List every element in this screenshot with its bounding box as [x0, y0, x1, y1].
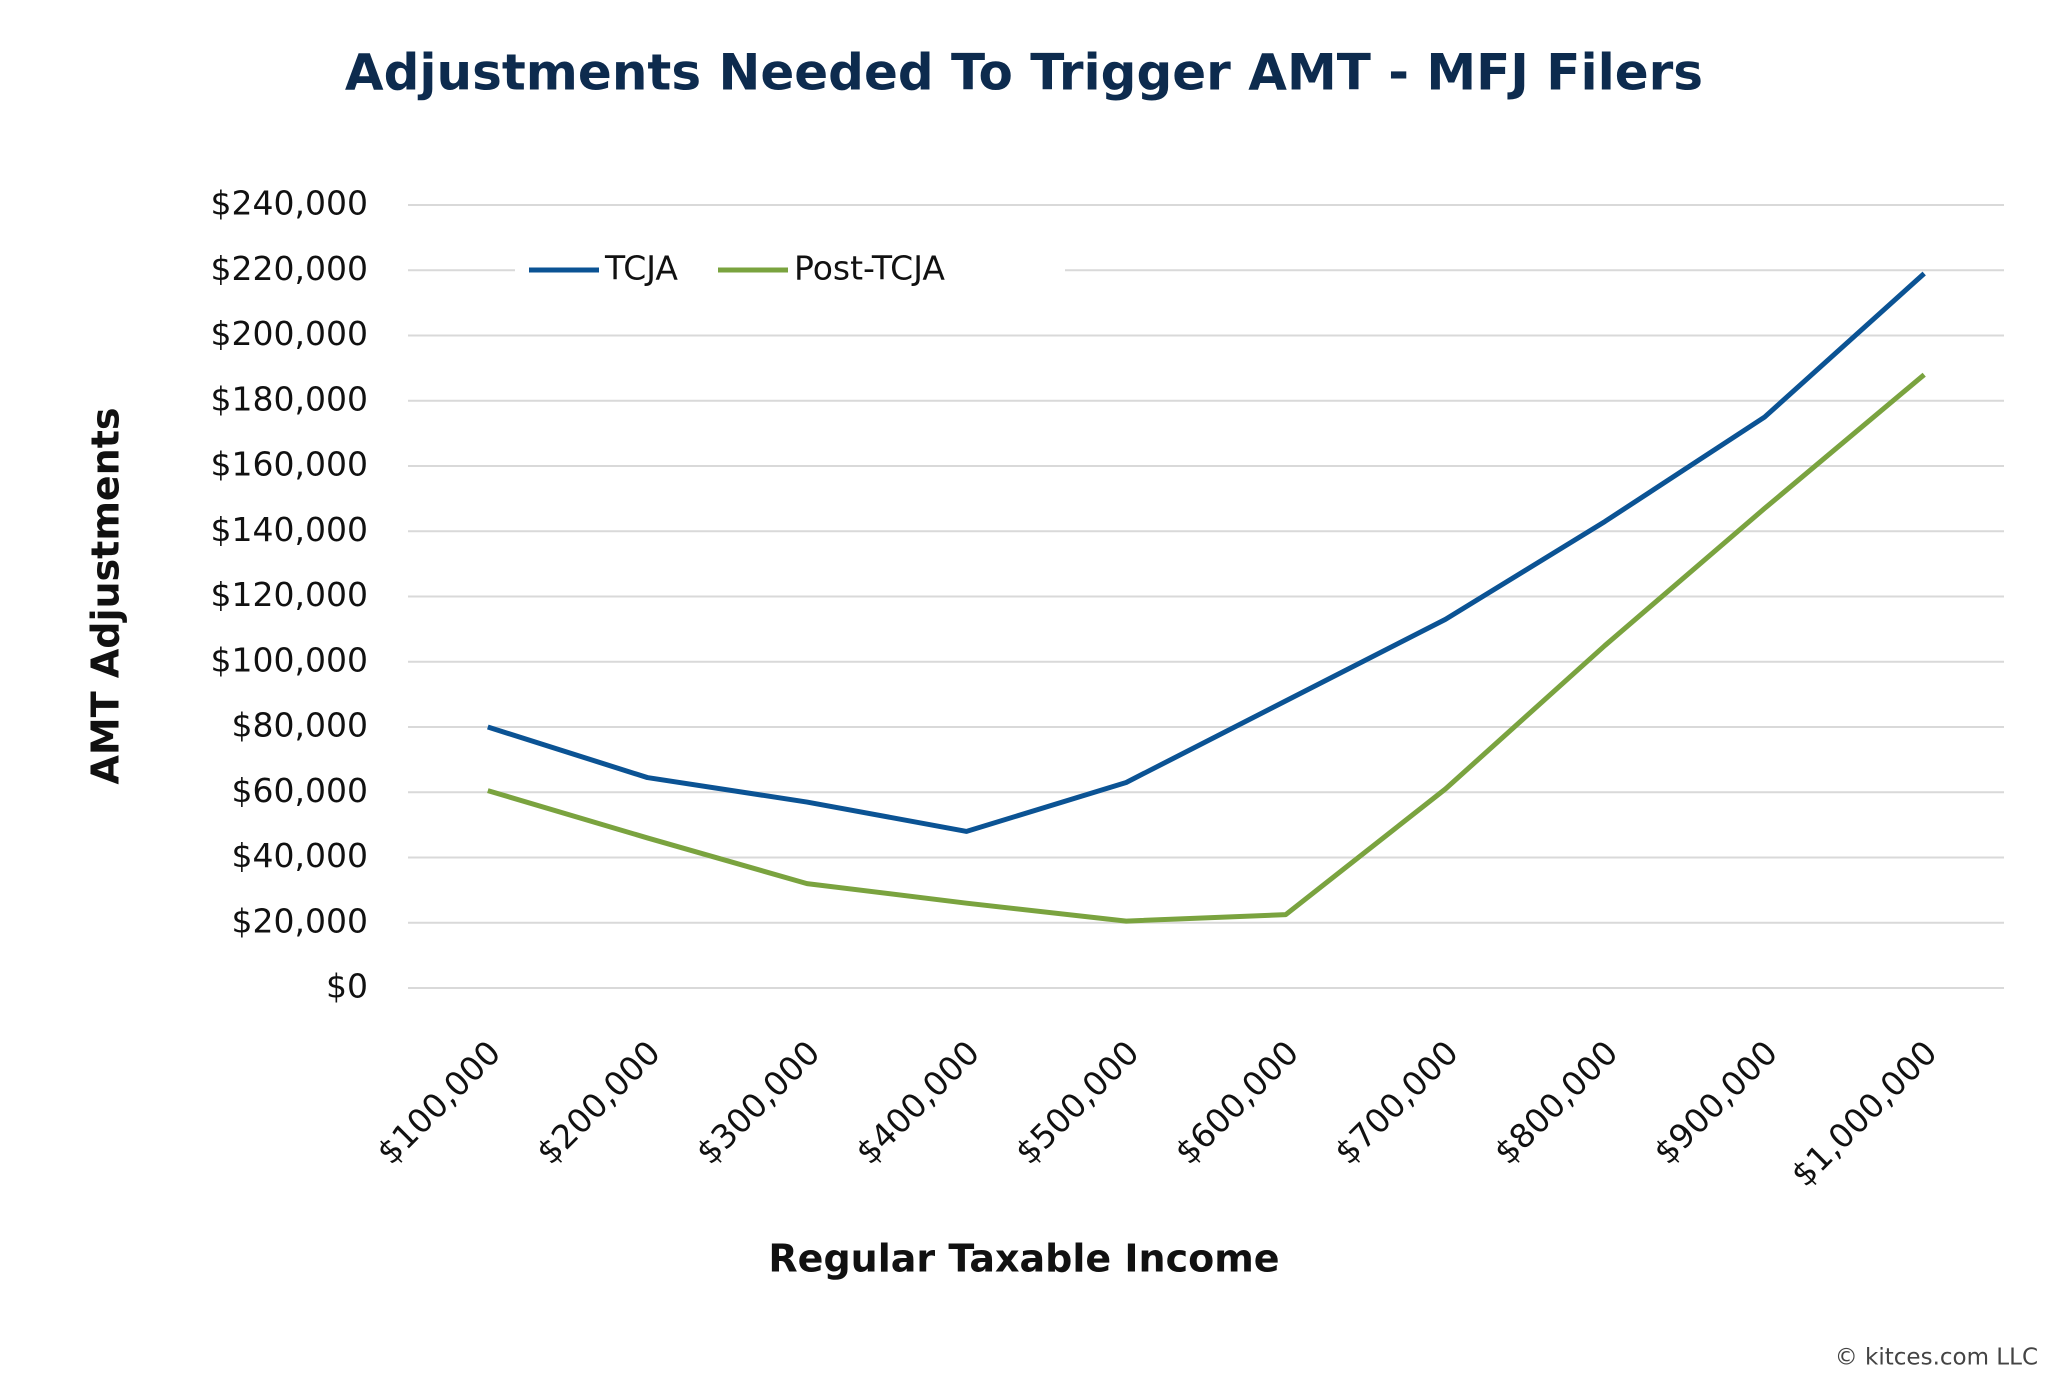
series-line: [487, 271, 1926, 834]
y-axis-title: AMT Adjustments: [84, 407, 128, 784]
legend-label: TCJA: [604, 249, 678, 288]
y-tick-label: $220,000: [211, 249, 368, 288]
legend-background: [515, 244, 1065, 296]
y-tick-label: $20,000: [232, 901, 368, 940]
footer: © kitces.com LLC: [1835, 1345, 2038, 1371]
y-tick-label: $180,000: [211, 379, 368, 418]
y-tick-label: $80,000: [232, 706, 368, 745]
y-tick-label: $200,000: [211, 314, 368, 353]
y-tick-label: $140,000: [211, 510, 368, 549]
series-line: [487, 372, 1926, 924]
y-tick-label: $40,000: [232, 836, 368, 875]
y-tick-label: $60,000: [232, 771, 368, 810]
x-axis-title: Regular Taxable Income: [768, 1237, 1279, 1281]
y-tick-label: $120,000: [211, 575, 368, 614]
legend-label: Post-TCJA: [794, 249, 945, 288]
y-tick-label: $240,000: [211, 184, 368, 223]
chart-title: Adjustments Needed To Trigger AMT - MFJ …: [345, 44, 1703, 102]
y-tick-label: $160,000: [211, 445, 368, 484]
y-tick-label: $0: [326, 967, 368, 1006]
y-tick-label: $100,000: [211, 640, 368, 679]
